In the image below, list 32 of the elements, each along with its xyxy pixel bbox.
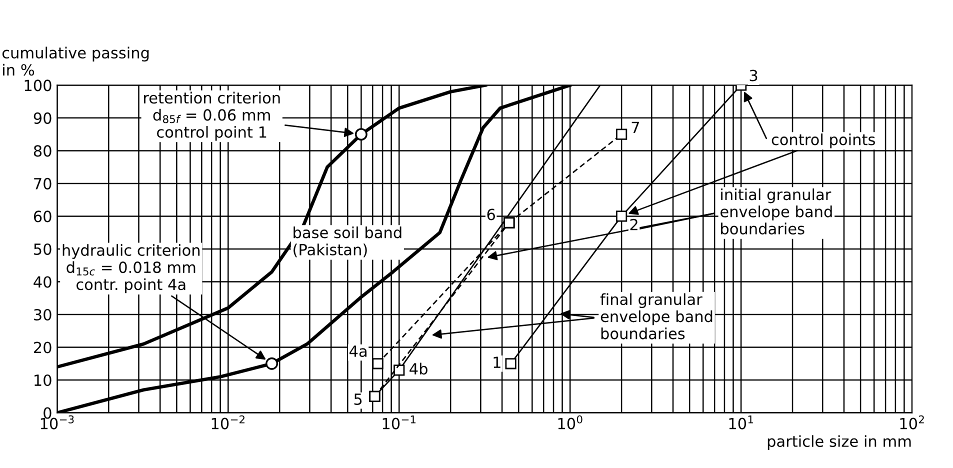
x-tick-label: 10$^{−1}$ [382,415,416,430]
annotation: 3 [750,70,758,82]
x-tick-label: 10$^{−2}$ [212,415,244,430]
y-tick-label: 30 [34,308,52,321]
y-tick-label: 0 [44,407,52,419]
annotation: final granular envelope band boundaries [600,293,712,340]
annotation: 4b [410,362,428,375]
annotation: control points [772,133,875,148]
x-tick-label: 10$^{1}$ [729,415,754,430]
y-tick-label: 80 [34,145,52,157]
y-tick-label: 60 [34,210,52,222]
y-tick-label: 90 [34,112,52,124]
annotation: 5 [354,394,362,405]
annotation: hydraulic criterion d$_{15c}$ = 0.018 mm contr. point 4a [62,244,200,294]
y-tick-label: 50 [34,243,52,255]
annotation: base soil band (Pakistan) [294,226,402,258]
y-tick-label: 20 [34,342,52,354]
y-tick-label: 100 [24,80,52,92]
y-tick-label: 70 [34,178,52,190]
annotation: 1 [494,356,500,368]
annotation: retention criterion d$_{85f}$ = 0.06 mm control point 1 [144,92,280,141]
y-axis-title: cumulative passing in % [2,46,149,76]
annotation: 6 [487,208,495,220]
x-tick-label: 10$^{2}$ [900,415,924,430]
annotation: 2 [630,218,638,230]
y-tick-label: 10 [34,374,52,386]
x-tick-label: 10$^{0}$ [558,415,582,430]
annotation: 7 [632,122,639,133]
annotation: initial granular envelope band boundaries [720,188,832,234]
annotation: 4a [350,346,366,357]
x-axis-title: particle size in mm [768,435,911,450]
y-tick-label: 40 [34,276,52,288]
